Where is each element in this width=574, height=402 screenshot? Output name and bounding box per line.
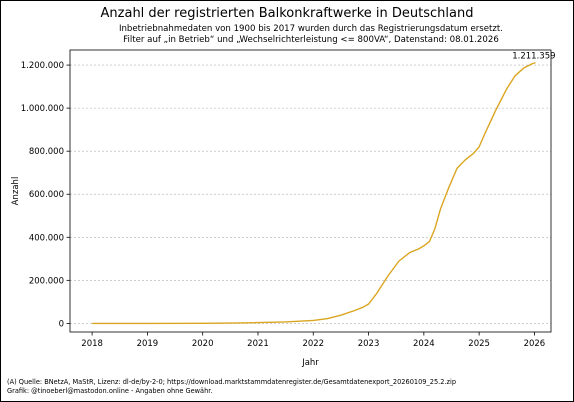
x-tick-label: 2023	[358, 339, 380, 349]
y-tick-label: 800.000	[29, 147, 64, 157]
footer-source-line: (A) Quelle: BNetzA, MaStR, Lizenz: dl-de…	[7, 378, 457, 386]
x-tick-label: 2018	[81, 339, 103, 349]
last-value-annotation: 1.211.359	[512, 52, 555, 62]
source-footer: (A) Quelle: BNetzA, MaStR, Lizenz: dl-de…	[7, 378, 456, 395]
y-tick-label: 400.000	[29, 233, 64, 243]
footer-credit-line: Grafik: @tinoeberl@mastodon.online - Ang…	[7, 386, 213, 395]
x-axis: 2018 2019 2020 2021 2022 2023 2024 2025 2026	[81, 332, 545, 349]
series-group	[92, 61, 536, 325]
x-tick-label: 2022	[302, 339, 324, 349]
annotations: 1.211.359	[512, 52, 555, 62]
x-tick-label: 2025	[468, 339, 490, 349]
y-tick-label: 0	[59, 319, 64, 329]
x-tick-label: 2021	[247, 339, 269, 349]
y-axis: 0 200.000 400.000 600.000 800.000 1.000.000 1.…	[21, 61, 70, 329]
grid-lines	[70, 64, 551, 324]
x-tick-label: 2024	[413, 339, 435, 349]
y-tick-label: 600.000	[29, 190, 64, 200]
subtitle-line-2: Filter auf „in Betrieb“ und „Wechselrich…	[123, 34, 499, 45]
subtitle-line-1: Inbetriebnahmedaten von 1900 bis 2017 wu…	[118, 24, 504, 34]
x-tick-label: 2019	[137, 339, 159, 349]
x-tick-label: 2026	[524, 339, 546, 349]
series-line	[92, 61, 536, 325]
chart-title: Anzahl der registrierten Balkonkraftwerk…	[100, 6, 474, 21]
x-axis-label: Jahr	[301, 358, 319, 368]
chart-subtitle: Inbetriebnahmedaten von 1900 bis 2017 wu…	[1, 24, 574, 45]
y-tick-label: 1.000.000	[21, 104, 64, 114]
x-tick-label: 2020	[192, 339, 214, 349]
plot-area-frame	[69, 49, 552, 333]
y-tick-label: 1.200.000	[21, 61, 64, 71]
y-tick-label: 200.000	[29, 276, 64, 286]
y-axis-label: Anzahl	[11, 177, 21, 206]
